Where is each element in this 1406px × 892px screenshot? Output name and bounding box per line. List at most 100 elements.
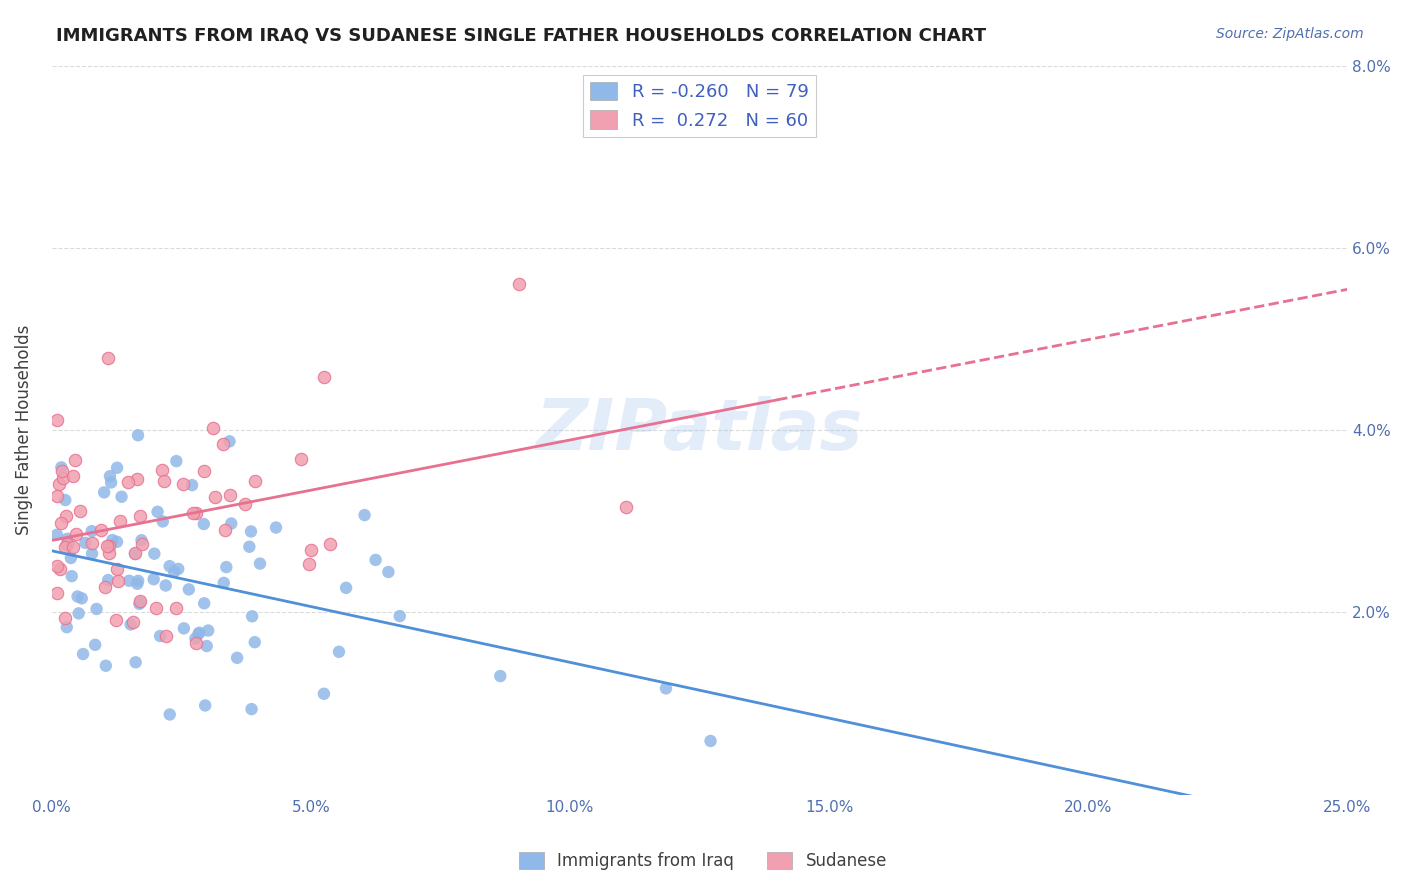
Point <box>124 546 146 560</box>
Point <box>55 508 77 523</box>
Point <box>46 489 69 503</box>
Point <box>364 553 387 567</box>
Point <box>98 539 121 553</box>
Point <box>290 451 312 466</box>
Point <box>159 559 181 574</box>
Point <box>655 681 678 696</box>
Point <box>238 540 260 554</box>
Point <box>328 645 350 659</box>
Point <box>197 624 219 638</box>
Point <box>105 534 128 549</box>
Point <box>614 500 637 514</box>
Point <box>489 669 512 683</box>
Point <box>218 434 240 449</box>
Point <box>193 516 215 531</box>
Point <box>127 576 149 591</box>
Point <box>51 464 73 478</box>
Point <box>194 698 217 713</box>
Point <box>240 524 263 539</box>
Point <box>108 514 131 528</box>
Point <box>312 687 335 701</box>
Point <box>181 478 204 492</box>
Point <box>204 491 226 505</box>
Point <box>201 420 224 434</box>
Point <box>264 520 287 534</box>
Point <box>142 572 165 586</box>
Point <box>93 485 115 500</box>
Point <box>143 547 166 561</box>
Point <box>90 523 112 537</box>
Text: Source: ZipAtlas.com: Source: ZipAtlas.com <box>1216 27 1364 41</box>
Point <box>377 565 399 579</box>
Point <box>67 607 90 621</box>
Point <box>167 562 190 576</box>
Point <box>45 413 67 427</box>
Point <box>150 462 173 476</box>
Legend: R = -0.260   N = 79, R =  0.272   N = 60: R = -0.260 N = 79, R = 0.272 N = 60 <box>583 75 815 136</box>
Point <box>72 647 94 661</box>
Point <box>152 515 174 529</box>
Point <box>301 543 323 558</box>
Point <box>177 582 200 597</box>
Point <box>55 620 77 634</box>
Point <box>149 629 172 643</box>
Point <box>63 453 86 467</box>
Text: ZIPatlas: ZIPatlas <box>536 396 863 465</box>
Point <box>298 557 321 571</box>
Point <box>117 475 139 490</box>
Point <box>243 474 266 488</box>
Point <box>110 490 132 504</box>
Point <box>165 454 187 468</box>
Point <box>121 615 143 629</box>
Point <box>214 524 236 538</box>
Point <box>127 574 149 588</box>
Point <box>155 629 177 643</box>
Point <box>53 493 76 508</box>
Point <box>98 469 121 483</box>
Point <box>118 574 141 588</box>
Point <box>188 625 211 640</box>
Point <box>153 474 176 488</box>
Point <box>319 537 342 551</box>
Point <box>172 477 194 491</box>
Point <box>62 540 84 554</box>
Point <box>145 601 167 615</box>
Point <box>508 277 530 291</box>
Point <box>131 537 153 551</box>
Point <box>60 569 83 583</box>
Point <box>105 460 128 475</box>
Point <box>98 546 121 560</box>
Point <box>69 504 91 518</box>
Point <box>52 471 75 485</box>
Point <box>124 655 146 669</box>
Point <box>166 601 188 615</box>
Point <box>219 487 242 501</box>
Legend: Immigrants from Iraq, Sudanese: Immigrants from Iraq, Sudanese <box>512 845 894 877</box>
Point <box>49 516 72 531</box>
Point <box>53 611 76 625</box>
Point <box>184 636 207 650</box>
Point <box>181 506 204 520</box>
Point <box>131 533 153 548</box>
Point <box>124 547 146 561</box>
Point <box>84 638 107 652</box>
Point <box>105 613 128 627</box>
Point <box>249 557 271 571</box>
Point <box>184 506 207 520</box>
Point <box>97 573 120 587</box>
Point <box>193 464 215 478</box>
Point <box>105 562 128 576</box>
Point <box>163 565 186 579</box>
Point <box>86 602 108 616</box>
Point <box>45 558 67 573</box>
Point <box>195 639 218 653</box>
Point <box>101 533 124 547</box>
Point <box>96 539 118 553</box>
Point <box>93 581 115 595</box>
Point <box>335 581 357 595</box>
Point <box>80 524 103 538</box>
Point <box>240 702 263 716</box>
Point <box>155 578 177 592</box>
Point <box>212 575 235 590</box>
Point <box>66 590 89 604</box>
